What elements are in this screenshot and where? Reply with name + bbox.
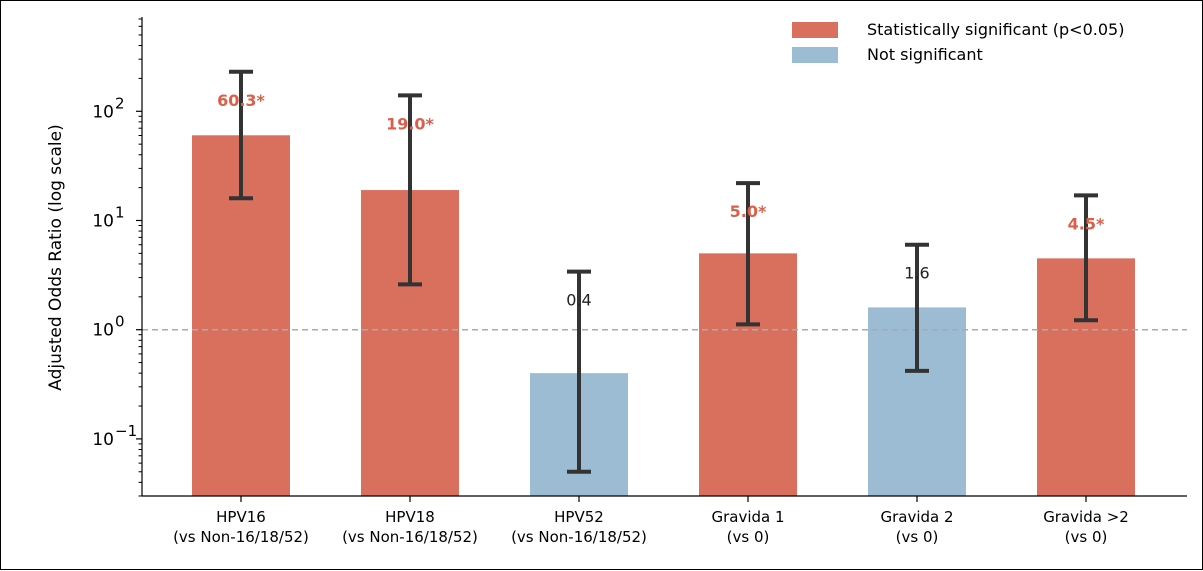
legend-label-0: Statistically significant (p<0.05): [867, 20, 1124, 39]
x-tick-label-3: Gravida 1: [711, 508, 784, 526]
value-labels-group: 60.3* 19.0* 0.4 5.0* 1.6 4.5*: [217, 91, 1105, 310]
error-bar-0: [229, 69, 253, 201]
value-label-4: 1.6: [904, 264, 929, 283]
error-bar-1: [398, 93, 422, 287]
y-tick-exponent-0: −1: [115, 422, 137, 440]
x-tick-sublabel-2: (vs Non-16/18/52): [511, 528, 647, 546]
legend-label-1: Not significant: [867, 45, 983, 64]
y-tick-exponent-3: 2: [115, 94, 125, 112]
x-tick-label-1: HPV18: [385, 508, 435, 526]
x-tick-sublabel-5: (vs 0): [1065, 528, 1108, 546]
value-label-2: 0.4: [566, 291, 591, 310]
legend-swatch-1: [792, 47, 838, 63]
x-tick-label-0: HPV16: [216, 508, 266, 526]
error-bar-4: [905, 242, 929, 373]
y-axis-label: Adjusted Odds Ratio (log scale): [46, 124, 66, 390]
error-bar-5: [1074, 193, 1098, 323]
value-label-3: 5.0*: [730, 202, 767, 221]
x-tick-label-2: HPV52: [554, 508, 604, 526]
legend: Statistically significant (p<0.05) Not si…: [792, 20, 1124, 64]
x-tick-label-5: Gravida >2: [1043, 508, 1129, 526]
y-tick-label-0: 10: [92, 430, 114, 450]
value-label-1: 19.0*: [386, 114, 434, 133]
legend-swatch-0: [792, 22, 838, 38]
error-bars-group: [229, 69, 1098, 474]
y-tick-exponent-2: 1: [115, 203, 125, 221]
y-tick-label-3: 10: [92, 102, 114, 122]
x-tick-sublabel-3: (vs 0): [727, 528, 770, 546]
y-tick-label-1: 10: [92, 321, 114, 341]
value-label-0: 60.3*: [217, 91, 265, 110]
x-tick-sublabel-0: (vs Non-16/18/52): [173, 528, 309, 546]
x-tick-sublabel-1: (vs Non-16/18/52): [342, 528, 478, 546]
value-label-5: 4.5*: [1068, 214, 1105, 233]
error-bar-3: [736, 181, 760, 327]
error-bar-2: [567, 269, 591, 474]
x-tick-sublabel-4: (vs 0): [896, 528, 939, 546]
x-tick-label-4: Gravida 2: [880, 508, 953, 526]
bars-group: [192, 135, 1135, 496]
y-tick-exponent-1: 0: [115, 313, 125, 331]
y-tick-label-2: 10: [92, 211, 114, 231]
